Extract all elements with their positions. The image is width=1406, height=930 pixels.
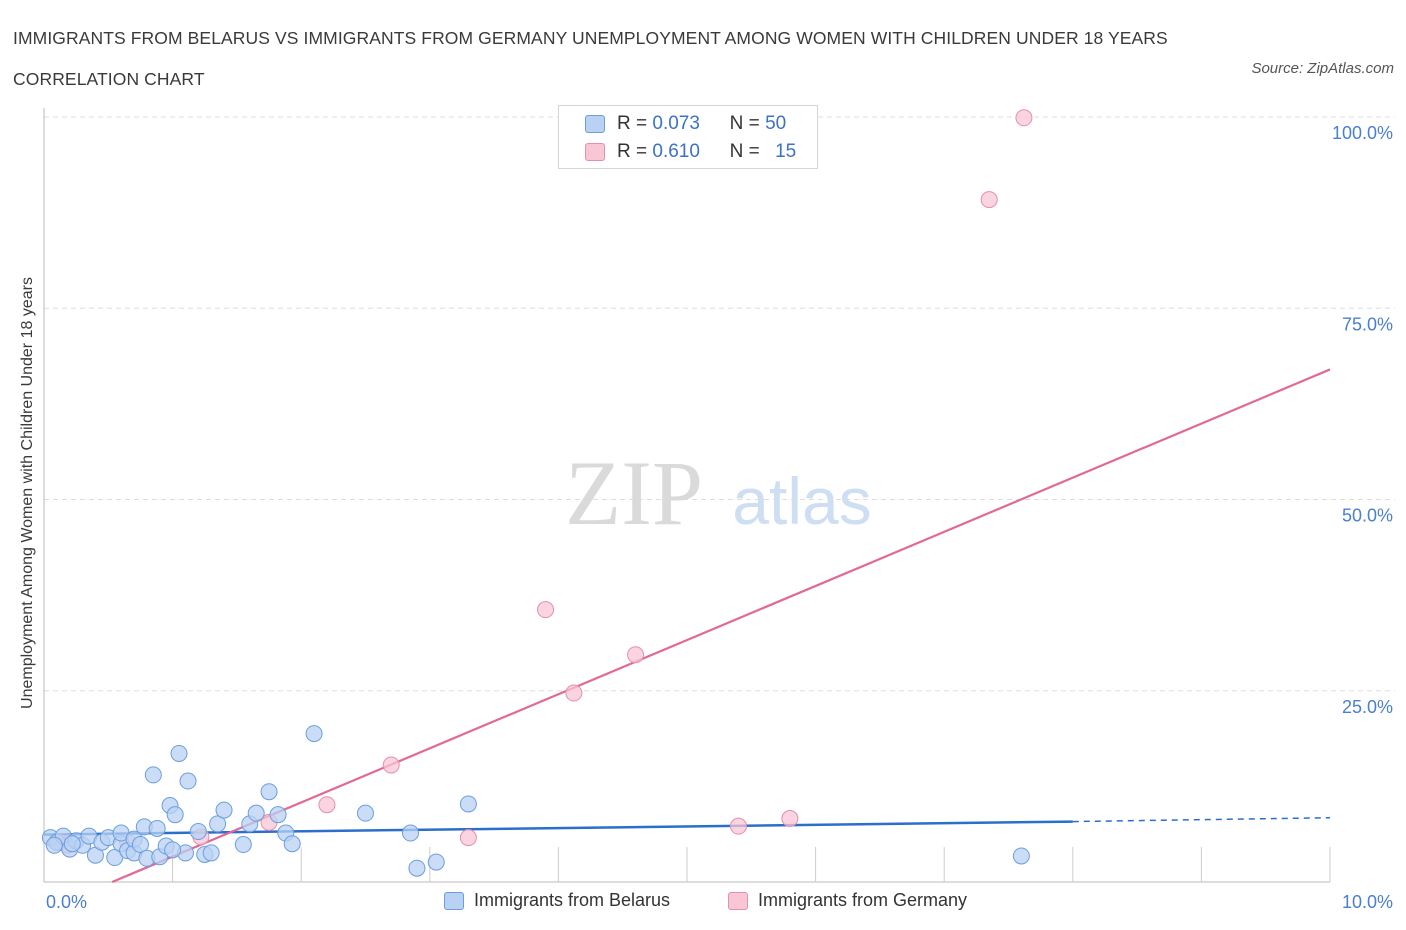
legend-r-value-belarus: 0.073 — [652, 113, 700, 134]
bottom-legend-swatch-germany — [728, 891, 748, 910]
data-point-germany — [627, 646, 645, 664]
bottom-legend-germany: Immigrants from Germany — [728, 890, 967, 911]
bottom-legend-label-belarus: Immigrants from Belarus — [474, 890, 671, 910]
data-point-belarus — [189, 823, 207, 841]
data-point-belarus — [427, 853, 445, 871]
data-point-belarus — [1012, 847, 1030, 865]
data-point-germany — [318, 796, 336, 814]
trend-lines — [43, 368, 1331, 884]
data-point-germany — [537, 601, 555, 619]
data-point-germany — [781, 810, 799, 828]
watermark-atlas: atlas — [732, 464, 871, 538]
legend-row-germany: R = 0.610 N = 15 — [585, 140, 796, 164]
legend-swatch-belarus — [585, 115, 605, 133]
data-point-belarus — [63, 835, 81, 853]
data-point-belarus — [45, 836, 63, 854]
y-tick-label: 75.0% — [1342, 314, 1393, 334]
bottom-legend-belarus: Immigrants from Belarus — [444, 890, 670, 911]
watermark-zip: ZIP — [565, 442, 703, 544]
data-point-belarus — [402, 824, 420, 842]
gridlines — [44, 116, 1395, 692]
legend-r-value-germany: 0.610 — [652, 141, 700, 162]
data-point-belarus — [247, 804, 265, 822]
data-point-belarus — [148, 819, 166, 837]
data-point-belarus — [459, 795, 477, 813]
chart-title: IMMIGRANTS FROM BELARUS VS IMMIGRANTS FR… — [13, 28, 1168, 89]
data-point-belarus — [131, 836, 149, 854]
data-point-germany — [1015, 109, 1033, 127]
legend-n-label: N = — [729, 113, 760, 134]
data-point-germany — [382, 756, 400, 774]
data-point-belarus — [357, 804, 374, 822]
x-tick-label: 10.0% — [1342, 892, 1393, 912]
data-point-belarus — [202, 844, 220, 862]
data-point-belarus — [215, 801, 233, 819]
data-point-belarus — [269, 806, 287, 824]
trend-line-belarus-extension — [1072, 816, 1331, 823]
axes — [43, 108, 1331, 883]
data-point-belarus — [234, 836, 252, 854]
x-tick-label: 0.0% — [46, 892, 87, 912]
data-point-belarus — [144, 766, 162, 784]
trend-line-germany — [111, 368, 1331, 884]
legend-row-belarus: R = 0.073 N = 50 — [585, 112, 786, 136]
legend-box: R = 0.073 N = 50 R = 0.610 N = 15 — [558, 105, 818, 169]
data-point-germany — [980, 191, 998, 209]
bottom-legend-swatch-belarus — [444, 891, 464, 910]
legend-n-label: N = — [729, 141, 760, 162]
trend-line-belarus — [43, 820, 1073, 836]
data-point-belarus — [283, 835, 301, 853]
data-point-belarus — [170, 744, 188, 762]
data-point-germany — [565, 684, 583, 702]
legend-n-value-germany: 15 — [775, 141, 797, 162]
data-point-belarus — [166, 806, 184, 824]
data-point-belarus — [164, 841, 182, 859]
y-tick-label: 50.0% — [1342, 506, 1393, 526]
data-point-belarus — [408, 859, 426, 877]
y-tick-label: 100.0% — [1332, 123, 1393, 143]
legend-r-label: R = — [617, 141, 648, 162]
data-point-germany — [729, 817, 747, 835]
source-label: Source: ZipAtlas.com — [1251, 60, 1394, 77]
legend-n-value-belarus: 50 — [765, 113, 787, 134]
data-point-germany — [459, 829, 477, 847]
legend-swatch-germany — [585, 143, 605, 161]
data-point-belarus — [179, 772, 197, 790]
tick-labels: 25.0% 50.0% 75.0% 100.0% 0.0% 10.0% — [46, 123, 1393, 912]
data-point-belarus — [305, 725, 323, 743]
y-tick-label: 25.0% — [1342, 697, 1393, 717]
data-point-belarus — [260, 783, 278, 801]
legend-r-label: R = — [617, 113, 648, 134]
bottom-legend-label-germany: Immigrants from Germany — [758, 890, 968, 910]
data-point-belarus — [209, 815, 227, 833]
data-points — [41, 109, 1033, 877]
